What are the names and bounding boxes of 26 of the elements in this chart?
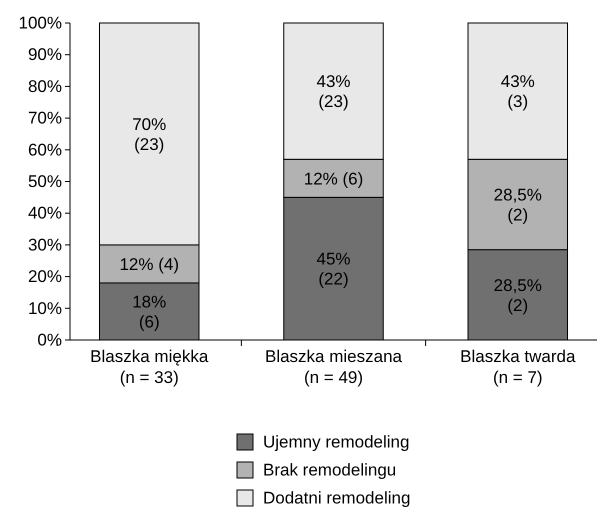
- y-tick-label: 40%: [28, 204, 62, 223]
- data-label: 70% (23): [132, 114, 166, 154]
- data-label: 45% (22): [316, 249, 351, 288]
- legend-label: Ujemny remodeling: [263, 432, 410, 452]
- data-label: 43% (3): [500, 72, 535, 111]
- y-tick-label: 70%: [28, 108, 62, 128]
- legend-label: Brak remodelingu: [263, 460, 396, 480]
- x-tick-label: Blaszka miękka (n = 33): [90, 347, 209, 387]
- data-label: 28,5% (2): [494, 184, 542, 224]
- y-tick-label: 30%: [28, 235, 62, 254]
- data-label: 12% (4): [119, 254, 179, 274]
- legend-label: Dodatni remodeling: [263, 488, 410, 508]
- data-label: 12% (6): [304, 168, 364, 188]
- y-tick-label: 100%: [18, 14, 62, 32]
- data-label: 43% (23): [316, 72, 351, 111]
- y-tick-label: 10%: [28, 298, 62, 318]
- y-tick-label: 50%: [28, 172, 62, 191]
- y-tick-label: 20%: [28, 267, 62, 286]
- y-tick-label: 80%: [28, 76, 62, 96]
- y-tick-label: 90%: [28, 45, 62, 64]
- y-tick-label: 60%: [28, 140, 62, 160]
- data-label: 28,5% (2): [494, 275, 542, 314]
- y-tick-label: 0%: [37, 330, 62, 350]
- x-tick-label: Blaszka mieszana (n = 49): [264, 347, 403, 387]
- data-label: 18% (6): [132, 292, 166, 331]
- x-tick-label: Blaszka twarda (n = 7): [460, 347, 576, 387]
